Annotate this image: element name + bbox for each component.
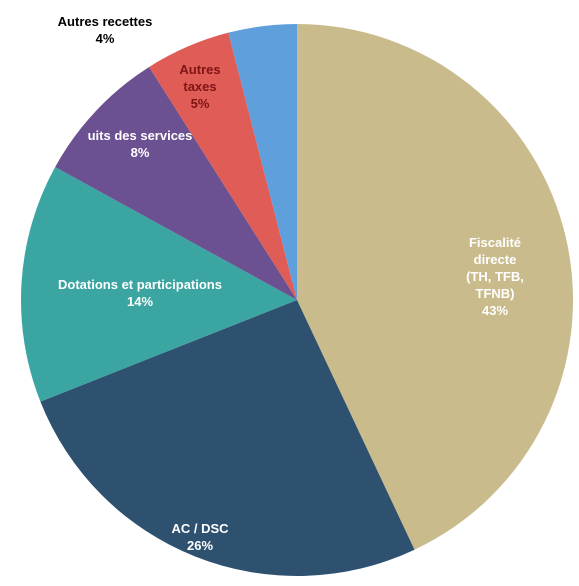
category-name: Autres taxes [179,62,221,94]
slice-label: Autres recettes 4% [58,13,153,47]
category-name: Dotations et participations [58,277,222,292]
value-label: 4% [95,31,115,46]
slice-label: Fiscalité directe (TH, TFB, TFNB) 43% [453,234,537,319]
value-label: 14% [126,294,154,309]
category-name: Fiscalité directe (TH, TFB, TFNB) [466,235,524,301]
pie-slice [149,32,297,300]
value-label: 8% [130,145,150,160]
category-name: AC / DSC [171,521,229,536]
value-label: 43% [481,303,509,318]
pie-slice [21,167,298,402]
pie-slice [228,24,297,300]
pie-slice [40,300,415,576]
slice-label: Autres taxes 5% [179,61,220,112]
value-label: 5% [190,96,210,111]
slice-label: AC / DSC 26% [171,520,228,554]
pie-slice [55,66,297,301]
value-label: 26% [186,538,214,553]
pie-slice [297,24,573,550]
category-name: Autres recettes [57,14,153,29]
slice-label: Dotations et participations 14% [58,276,222,310]
slice-label: uits des services 8% [88,127,193,161]
category-name: uits des services [87,128,193,143]
